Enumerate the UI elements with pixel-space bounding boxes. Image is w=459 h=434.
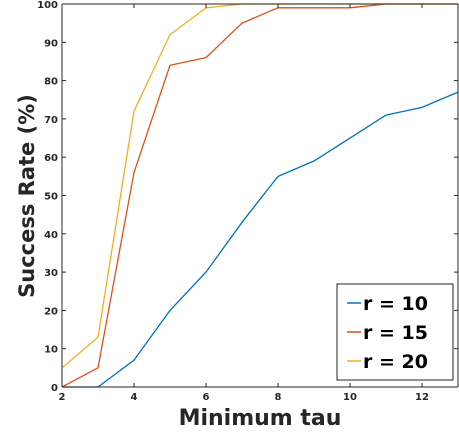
y-tick-label: 80 bbox=[44, 77, 58, 88]
x-tick-label: 8 bbox=[275, 392, 282, 403]
legend-label-2: r = 15 bbox=[363, 322, 428, 344]
y-tick-label: 40 bbox=[44, 230, 58, 241]
y-tick-label: 60 bbox=[44, 153, 58, 164]
y-tick-label: 90 bbox=[44, 38, 58, 49]
y-tick-label: 10 bbox=[44, 345, 58, 356]
y-tick-label: 100 bbox=[37, 0, 58, 11]
y-tick-label: 30 bbox=[44, 268, 58, 279]
legend: r = 10 r = 15 r = 20 bbox=[336, 283, 454, 381]
y-tick-label: 20 bbox=[44, 306, 58, 317]
x-tick-label: 4 bbox=[131, 392, 138, 403]
legend-label-1: r = 10 bbox=[363, 293, 428, 315]
series-line-1 bbox=[62, 91, 459, 388]
x-tick-label: 10 bbox=[343, 392, 357, 403]
x-axis-title: Minimum tau bbox=[179, 406, 342, 431]
legend-label-3: r = 20 bbox=[363, 351, 428, 373]
y-axis-title: Success Rate (%) bbox=[15, 94, 39, 298]
x-tick-label: 12 bbox=[415, 392, 429, 403]
y-tick-label: 50 bbox=[44, 192, 58, 203]
x-tick-label: 6 bbox=[203, 392, 210, 403]
y-tick-label: 0 bbox=[51, 383, 58, 394]
y-tick-label: 70 bbox=[44, 115, 58, 126]
axis-layer: 2 4 6 8 10 12 0 10 20 30 40 50 60 70 80 90 100 bbox=[37, 0, 459, 403]
x-tick-label: 2 bbox=[59, 392, 66, 403]
